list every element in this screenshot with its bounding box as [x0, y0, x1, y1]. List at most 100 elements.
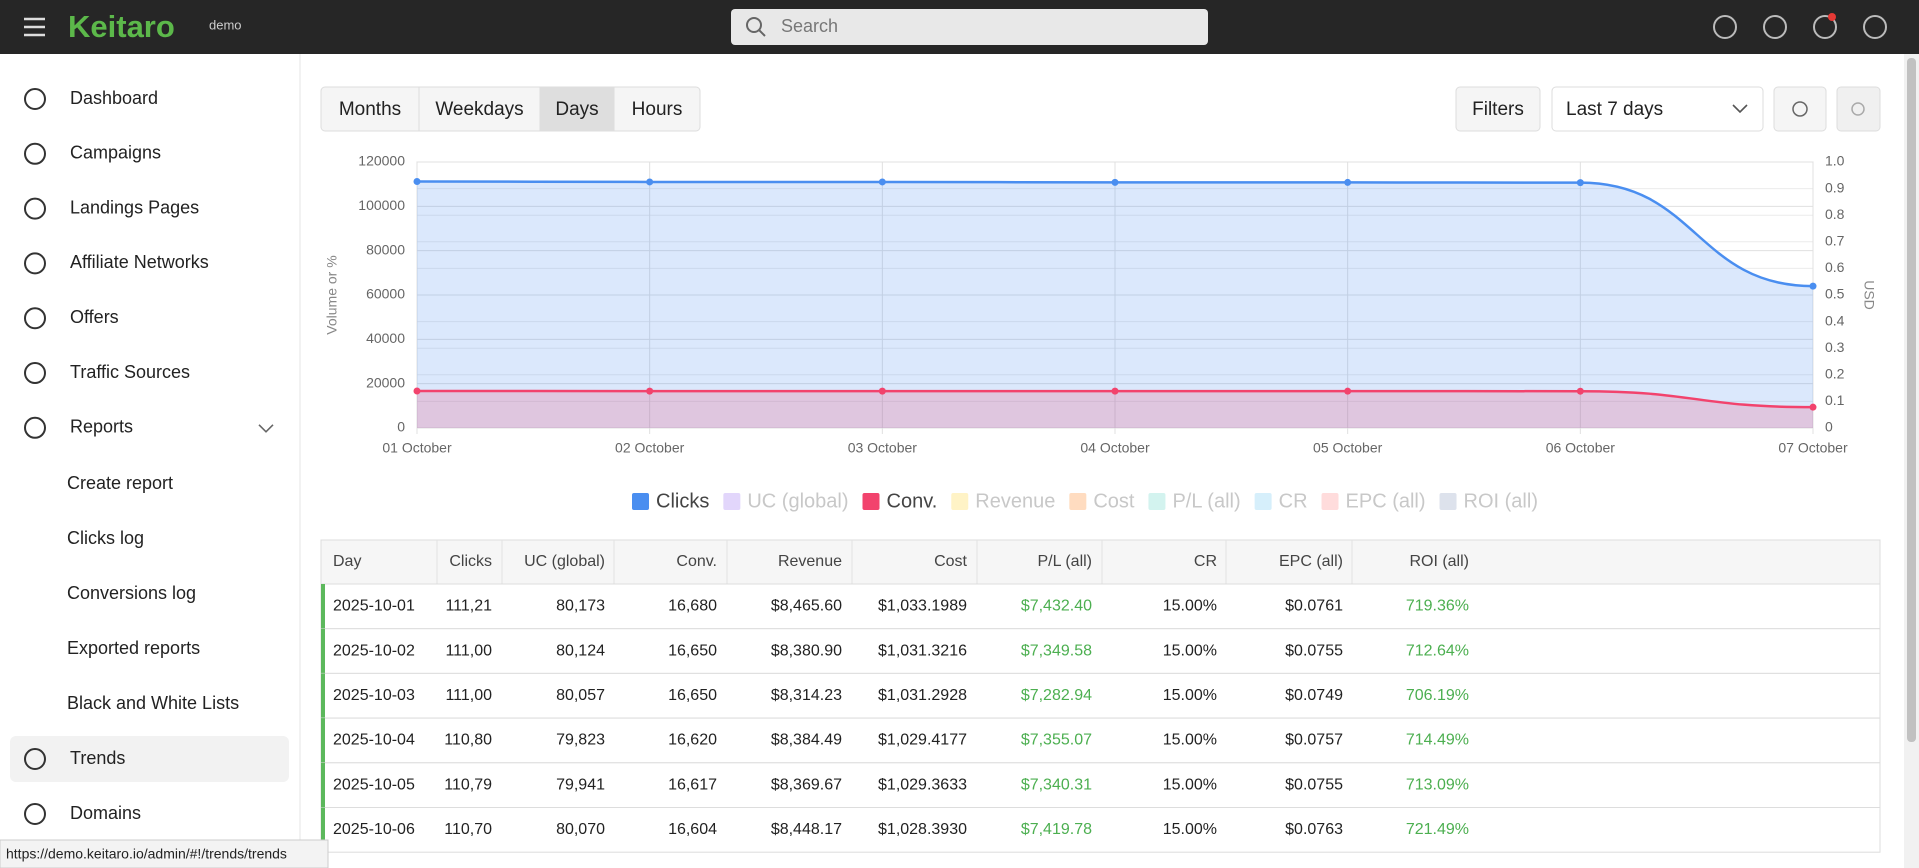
legend-swatch[interactable] — [1148, 493, 1166, 510]
column-header[interactable]: UC (global) — [524, 553, 605, 570]
data-point — [413, 178, 421, 186]
legend-label[interactable]: EPC (all) — [1346, 490, 1426, 512]
topbar-icon[interactable] — [1713, 15, 1737, 39]
settings-button[interactable] — [1836, 86, 1881, 132]
column-header[interactable]: CR — [1194, 553, 1217, 570]
y2-tick-label: 0.8 — [1825, 206, 1845, 222]
tab[interactable]: Hours — [632, 99, 683, 120]
table-cell: 16,650 — [668, 687, 717, 704]
table-cell: 80,173 — [556, 598, 605, 615]
table-row[interactable] — [320, 628, 1881, 674]
data-point — [878, 387, 886, 395]
table-row[interactable] — [320, 583, 1881, 630]
tab[interactable]: Months — [339, 99, 401, 120]
data-point — [1576, 179, 1584, 187]
column-header[interactable]: EPC (all) — [1279, 553, 1343, 570]
legend-label[interactable]: Revenue — [975, 490, 1055, 512]
x-tick-label: 03 October — [848, 440, 918, 456]
table-cell: $0.0761 — [1285, 598, 1343, 615]
column-header[interactable]: Revenue — [778, 553, 842, 570]
table-cell: 16,650 — [668, 642, 717, 659]
table-cell: $0.0755 — [1285, 642, 1343, 659]
table-row[interactable] — [320, 717, 1881, 764]
legend-swatch[interactable] — [723, 493, 741, 510]
sidebar-item[interactable]: Campaigns — [70, 143, 161, 163]
sidebar-item[interactable]: Landings Pages — [70, 197, 199, 217]
data-point — [1344, 178, 1352, 186]
row-indicator — [321, 762, 325, 808]
table-cell: $0.0763 — [1285, 821, 1343, 838]
column-header[interactable]: ROI (all) — [1409, 553, 1469, 570]
topbar-icon[interactable] — [1763, 15, 1787, 39]
column-header[interactable]: Day — [333, 553, 361, 570]
legend-swatch[interactable] — [862, 493, 880, 510]
x-tick-label: 04 October — [1080, 440, 1150, 456]
table-row[interactable] — [320, 807, 1881, 853]
sidebar-item[interactable]: Black and White Lists — [67, 693, 239, 713]
table-cell: $8,465.60 — [771, 598, 842, 615]
sidebar-icon — [24, 307, 46, 330]
sidebar-item[interactable]: Reports — [70, 417, 133, 437]
period-select[interactable] — [1551, 86, 1764, 132]
tab[interactable]: Weekdays — [435, 99, 523, 120]
legend-label[interactable]: ROI (all) — [1464, 490, 1538, 512]
legend-label[interactable]: Cost — [1093, 490, 1135, 512]
y-tick-label: 0 — [397, 419, 405, 435]
topbar-icon[interactable] — [1813, 15, 1837, 39]
sidebar-item[interactable]: Exported reports — [67, 638, 200, 658]
legend-swatch[interactable] — [1439, 493, 1457, 510]
y2-tick-label: 0.4 — [1825, 312, 1845, 328]
sidebar-item[interactable]: Domains — [70, 803, 141, 823]
table-cell: 706.19% — [1406, 687, 1469, 704]
x-tick-label: 06 October — [1546, 440, 1616, 456]
legend-swatch[interactable] — [1254, 493, 1272, 510]
area-fill — [417, 391, 1813, 428]
topbar-icon[interactable] — [1863, 15, 1887, 39]
column-header[interactable]: Cost — [934, 553, 967, 570]
table-cell: 111,00 — [445, 642, 492, 659]
legend-swatch[interactable] — [951, 493, 969, 510]
sidebar-item[interactable]: Trends — [70, 748, 125, 768]
legend-label[interactable]: Clicks — [656, 490, 709, 512]
sidebar-item[interactable]: Traffic Sources — [70, 362, 190, 382]
chevron — [258, 424, 274, 433]
sidebar-item[interactable]: Dashboard — [70, 88, 158, 108]
legend-label[interactable]: CR — [1279, 490, 1308, 512]
column-header[interactable]: Clicks — [449, 553, 492, 570]
sidebar-icon — [24, 803, 46, 825]
y2-tick-label: 0.1 — [1825, 392, 1845, 408]
table-cell: $7,340.31 — [1021, 776, 1092, 793]
legend-swatch[interactable] — [632, 493, 649, 510]
sidebar-item[interactable]: Clicks log — [67, 528, 144, 548]
row-indicator — [321, 718, 325, 763]
scrollbar-thumb[interactable] — [1907, 58, 1916, 742]
logo[interactable]: Keitaro — [68, 9, 175, 44]
search-box[interactable] — [731, 9, 1208, 45]
table-cell: 111,21 — [445, 598, 492, 615]
y-tick-label: 40000 — [366, 330, 405, 346]
tab[interactable]: Days — [555, 99, 598, 120]
legend-swatch[interactable] — [1321, 493, 1339, 510]
table-cell: 111,00 — [445, 687, 492, 704]
filters-button[interactable] — [1455, 86, 1541, 132]
sidebar-item[interactable]: Offers — [70, 307, 119, 327]
search-placeholder: Search — [781, 16, 838, 36]
table-cell: $1,028.3930 — [878, 821, 967, 838]
sidebar-icon — [24, 142, 46, 165]
legend-label[interactable]: UC (global) — [747, 490, 848, 512]
sidebar-item[interactable]: Create report — [67, 473, 173, 493]
status-url: https://demo.keitaro.io/admin/#!/trends/… — [6, 846, 287, 862]
legend-swatch[interactable] — [1069, 493, 1087, 510]
sidebar-item[interactable]: Conversions log — [67, 583, 196, 603]
legend-label[interactable]: Conv. — [887, 490, 938, 512]
table-row[interactable] — [320, 762, 1881, 808]
table-row[interactable] — [320, 672, 1881, 719]
refresh-button[interactable] — [1773, 86, 1827, 132]
table-cell: 719.36% — [1406, 598, 1469, 615]
column-header[interactable]: P/L (all) — [1037, 553, 1092, 570]
table-cell: 16,604 — [668, 821, 717, 838]
legend-label[interactable]: P/L (all) — [1172, 490, 1240, 512]
sidebar-item[interactable]: Affiliate Networks — [70, 252, 209, 272]
column-header[interactable]: Conv. — [676, 553, 717, 570]
table-cell: 110,79 — [444, 776, 492, 793]
